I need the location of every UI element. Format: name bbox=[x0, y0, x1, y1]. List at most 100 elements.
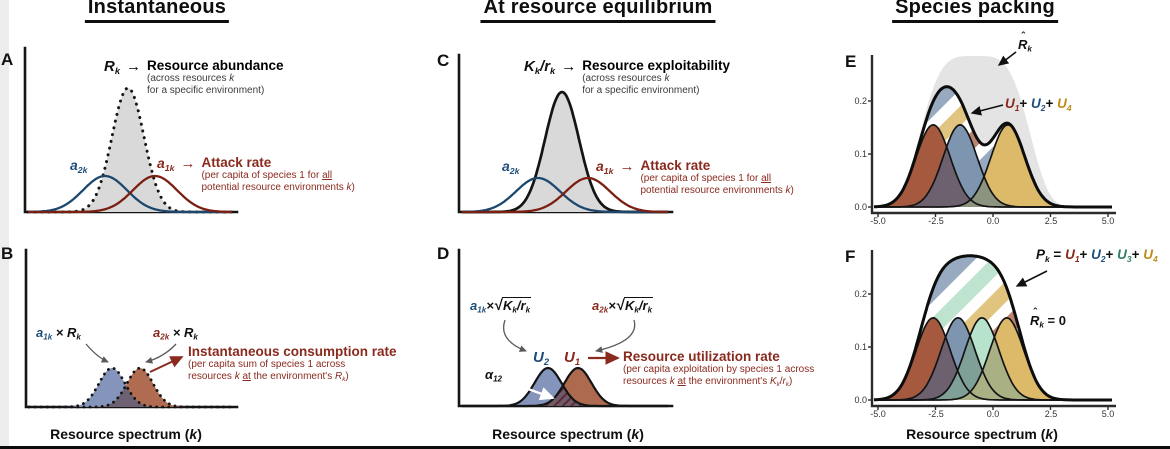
attack-rate-title-c: Attack rate bbox=[640, 158, 711, 173]
rhat-arrow-e bbox=[997, 51, 1017, 66]
column-header-species-packing: Species packing bbox=[892, 0, 1058, 23]
consumption-rate-caption-2: resources k at the environment's Rk) bbox=[188, 370, 349, 384]
alpha-overlap-arrow bbox=[516, 383, 555, 401]
attack-rate-caption-1-a: (per capita of species 1 for all bbox=[201, 170, 333, 182]
e-ytick-00: 0.0 bbox=[854, 202, 867, 212]
a2k-times-rk-formula: a2k × Rk bbox=[153, 325, 198, 342]
attack-rate-caption-2-c: potential resource environments k) bbox=[640, 184, 794, 196]
rk-symbol: Rk bbox=[104, 58, 121, 76]
panel-c-plot bbox=[457, 53, 674, 214]
f-xtick-1: -5.0 bbox=[870, 409, 886, 419]
a1k-label-c: a1k bbox=[596, 158, 614, 176]
curved-arrow-d-left bbox=[503, 319, 527, 352]
resource-abundance-annotation: Rk → Resource abundance (across resource… bbox=[104, 58, 284, 97]
e-ytick-02: 0.2 bbox=[854, 96, 867, 106]
panel-letter-e: E bbox=[845, 52, 857, 71]
panel-letter-a: A bbox=[1, 50, 14, 69]
attack-rate-annotation-c: a1k → Attack rate (per capita of species… bbox=[596, 158, 794, 197]
attack-rate-caption-2-a: potential resource environments k) bbox=[201, 181, 355, 193]
envelope-sum-curve bbox=[873, 254, 1112, 402]
utilization-rate-annotation: Resource utilization rate (per capita ex… bbox=[623, 349, 814, 388]
envelope-sum-curve bbox=[873, 85, 1112, 209]
utilization-overlap-region bbox=[878, 146, 1016, 207]
utilization-overlap-region bbox=[878, 337, 1013, 400]
f-ytick-01: 0.1 bbox=[854, 342, 867, 352]
sum-label-arrow-e bbox=[970, 104, 1004, 116]
resource-abundance-title: Resource abundance bbox=[147, 58, 284, 73]
attack-curve-species1-a bbox=[28, 174, 232, 214]
a2k-label-c: a2k bbox=[502, 158, 520, 176]
a1k-sqrt-formula: a1k×√Kk/rk bbox=[470, 297, 532, 315]
axes bbox=[870, 250, 1116, 408]
panel-letter-b: B bbox=[1, 244, 14, 263]
annotation-arrows bbox=[85, 51, 1048, 401]
e-xtick-3: 0.0 bbox=[986, 216, 1000, 226]
f-ytick-02: 0.2 bbox=[854, 289, 867, 299]
consumption-rate-annotation: Instantaneous consumption rate (per capi… bbox=[188, 344, 397, 383]
panel-letter-c: C bbox=[437, 51, 450, 70]
e-ytick-01: 0.1 bbox=[854, 149, 867, 159]
consumption-fill-species2 bbox=[29, 368, 233, 407]
curved-arrow-b-right bbox=[145, 343, 177, 364]
e-xtick-2: -2.5 bbox=[928, 216, 944, 226]
consumption-rate-arrow bbox=[149, 356, 184, 373]
utilization-rate-title: Resource utilization rate bbox=[623, 349, 780, 364]
consumption-rate-title: Instantaneous consumption rate bbox=[188, 344, 397, 359]
pk-label-arrow-f bbox=[1015, 270, 1048, 287]
panel-b-plot bbox=[24, 248, 239, 409]
alpha-overlap-hatched-region bbox=[506, 385, 620, 406]
attack-rate-caption-1-c: (per capita of species 1 for all bbox=[640, 173, 772, 185]
page-edge-strip bbox=[0, 0, 9, 446]
arrow-right-icon: → bbox=[561, 58, 577, 75]
utilization-outline-u1 bbox=[462, 366, 668, 408]
curved-arrow-b-left bbox=[85, 343, 109, 363]
utilization-rate-caption-1: (per capita exploitation by species 1 ac… bbox=[623, 364, 815, 376]
f-ytick-00: 0.0 bbox=[854, 395, 867, 405]
utilization-fill-U4 bbox=[874, 124, 1112, 207]
u2-label: U2 bbox=[533, 349, 550, 367]
resource-abundance-fill bbox=[28, 88, 232, 212]
utilization-rate-caption-2: resources k at the environment's Kk/rk) bbox=[623, 375, 793, 389]
panel-letter-d: D bbox=[437, 244, 450, 263]
x-axis-label-col2: Resource spectrum (k) bbox=[492, 426, 644, 442]
column-header-instantaneous: Instantaneous bbox=[84, 0, 230, 23]
column-header-equilibrium: At resource equilibrium bbox=[480, 0, 716, 23]
resource-abundance-caption-1: (across resources k bbox=[147, 73, 235, 85]
arrow-right-icon: → bbox=[180, 155, 196, 172]
attack-curve-species1-c bbox=[462, 176, 669, 214]
attack-rate-annotation-a: a1k → Attack rate (per capita of species… bbox=[157, 155, 355, 194]
u1-label: U1 bbox=[564, 349, 581, 367]
panel-a-plot bbox=[23, 46, 239, 214]
panel-d-plot bbox=[457, 248, 674, 408]
a1k-label-a: a1k bbox=[157, 155, 175, 173]
a2k-sqrt-formula: a2k×√Kk/rk bbox=[592, 297, 654, 315]
bottom-border-bar bbox=[0, 446, 1170, 449]
kk-rk-symbol: Kk/rk bbox=[524, 58, 556, 76]
u1-u2-u4-sum-label: U1+ U2+ U4 bbox=[1005, 96, 1072, 113]
utilization-overlap-region bbox=[903, 335, 1037, 400]
f-xtick-4: 2.5 bbox=[1044, 409, 1058, 419]
resource-exploitability-caption-1: (across resources k bbox=[582, 73, 670, 85]
x-axis-label-col1: Resource spectrum (k) bbox=[50, 426, 202, 442]
arrow-right-icon: → bbox=[619, 158, 635, 175]
attack-rate-title-a: Attack rate bbox=[201, 155, 272, 170]
panel-e-plot bbox=[868, 55, 1116, 217]
resource-exploitability-fill bbox=[462, 92, 668, 212]
f-xtick-2: -2.5 bbox=[928, 409, 944, 419]
x-axis-label-col3: Resource spectrum (k) bbox=[906, 426, 1058, 442]
arrow-right-icon: → bbox=[126, 58, 142, 75]
consumption-overlap-region bbox=[67, 385, 185, 407]
resource-exploitability-caption-2: for a specific environment) bbox=[582, 84, 700, 96]
panel-letter-f: F bbox=[845, 247, 856, 266]
a2k-label-a: a2k bbox=[70, 157, 88, 175]
alpha12-label: α12 bbox=[485, 367, 503, 384]
consumption-dotted-outline-2 bbox=[27, 366, 235, 409]
utilization-overlap-region bbox=[927, 337, 1062, 400]
e-xtick-1: -5.0 bbox=[870, 216, 886, 226]
panel-f-plot bbox=[868, 250, 1116, 410]
pk-sum-label: Pk = U1+ U2+ U3+ U4 bbox=[1036, 247, 1158, 264]
